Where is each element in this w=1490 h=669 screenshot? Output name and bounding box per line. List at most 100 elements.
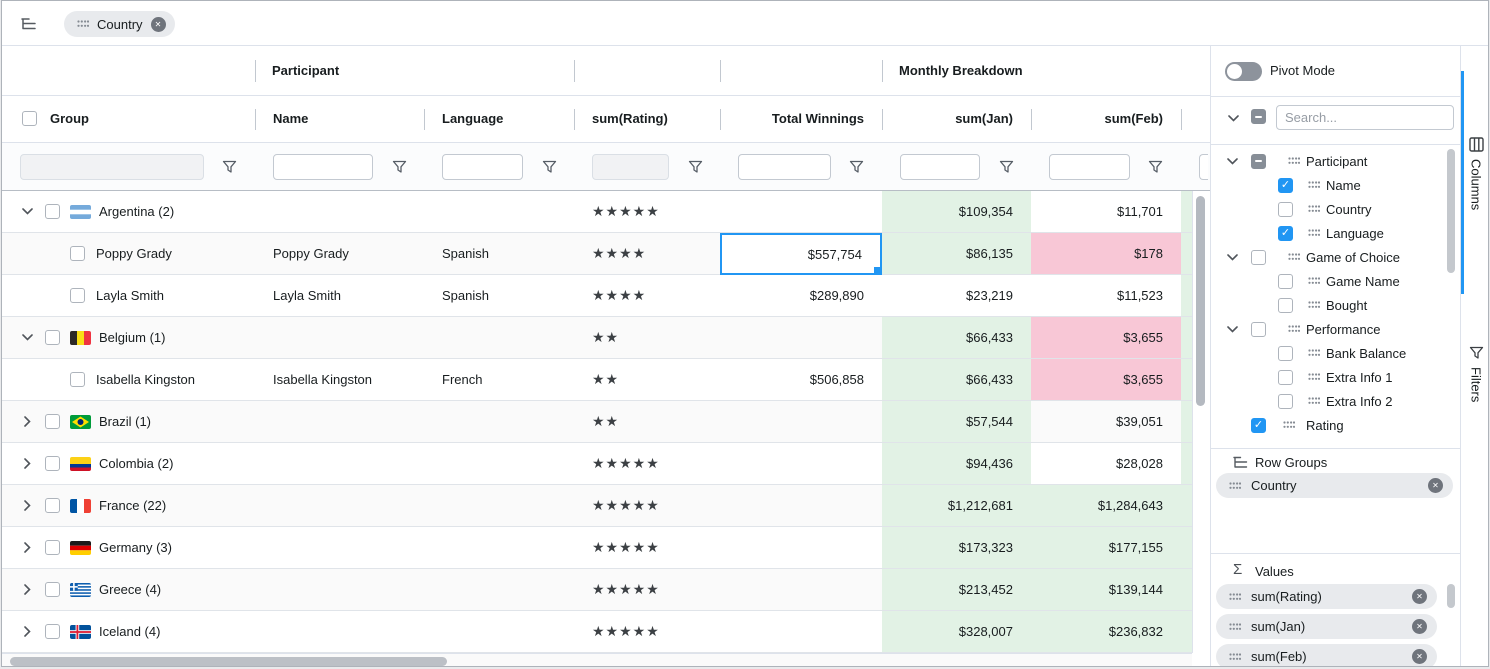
tree-scrollbar-thumb[interactable] [1447,149,1455,273]
row-checkbox[interactable] [45,498,60,513]
group-label: Layla Smith [96,288,164,303]
value-chip-sum-jan[interactable]: sum(Jan) [1216,614,1437,639]
chevron-down-icon[interactable] [1227,112,1239,124]
column-checkbox[interactable] [1278,177,1293,193]
remove-chip-icon[interactable] [1412,589,1427,604]
horizontal-scrollbar-thumb[interactable] [10,657,447,666]
chevron-down-icon[interactable] [1226,155,1238,167]
remove-chip-icon[interactable] [1412,619,1427,634]
header-total-winnings[interactable]: Total Winnings [771,111,864,126]
chevron-right-icon[interactable] [21,500,33,512]
pivot-mode-toggle[interactable] [1225,62,1262,81]
selected-cell[interactable]: $557,754 [720,233,882,275]
row-checkbox[interactable] [45,624,60,639]
filter-icon[interactable] [392,160,407,174]
tree-item-country[interactable]: Country [1211,197,1451,221]
column-checkbox[interactable] [1278,225,1293,241]
column-checkbox[interactable] [1278,369,1293,385]
tree-item-name[interactable]: Name [1211,173,1451,197]
remove-chip-icon[interactable] [150,16,166,32]
row-checkbox[interactable] [45,456,60,471]
chevron-down-icon[interactable] [21,206,33,218]
column-checkbox[interactable] [1278,393,1293,409]
column-checkbox[interactable] [1278,201,1293,217]
value-chip-sum-feb[interactable]: sum(Feb) [1216,644,1437,666]
language-filter-input[interactable] [442,154,523,180]
tree-item-game-of-choice[interactable]: Game of Choice [1211,245,1451,269]
row-checkbox[interactable] [45,204,60,219]
column-search-input[interactable] [1276,105,1454,130]
row-checkbox[interactable] [45,414,60,429]
filter-icon[interactable] [222,160,237,174]
tab-filters[interactable]: Filters [1461,298,1488,418]
filter-icon[interactable] [999,160,1014,174]
tree-item-bank-balance[interactable]: Bank Balance [1211,341,1451,365]
tree-scrollbar[interactable] [1447,149,1455,447]
values-scrollbar-thumb[interactable] [1447,584,1455,608]
column-checkbox[interactable] [1251,321,1266,337]
grip-icon [1229,592,1241,601]
chevron-right-icon[interactable] [21,626,33,638]
group-filter-input [20,154,204,180]
row-group-chip-country[interactable]: Country [1216,473,1453,498]
tab-columns[interactable]: Columns [1461,71,1488,294]
tree-item-rating[interactable]: Rating [1211,413,1451,437]
header-name[interactable]: Name [273,111,309,126]
row-checkbox[interactable] [45,540,60,555]
name-filter-input[interactable] [273,154,373,180]
column-checkbox[interactable] [1251,417,1266,433]
group-label: Germany (3) [99,540,172,555]
header-group[interactable]: Group [50,111,89,126]
tree-item-extra-info-2[interactable]: Extra Info 2 [1211,389,1451,413]
horizontal-scrollbar[interactable] [2,653,1192,666]
values-title: Values [1255,564,1294,579]
winnings-filter-input[interactable] [738,154,831,180]
column-checkbox[interactable] [1278,297,1293,313]
group-header-participant[interactable]: Participant [272,63,340,78]
row-checkbox[interactable] [45,330,60,345]
column-checkbox[interactable] [1251,249,1266,265]
select-all-columns-checkbox[interactable] [1251,109,1266,124]
filter-icon[interactable] [688,160,703,174]
filter-icon[interactable] [542,160,557,174]
row-checkbox[interactable] [45,582,60,597]
tree-item-participant[interactable]: Participant [1211,149,1451,173]
value-chip-sum-rating[interactable]: sum(Rating) [1216,584,1437,609]
vertical-scrollbar-thumb[interactable] [1196,196,1205,406]
filter-icon[interactable] [1148,160,1163,174]
filter-icon[interactable] [849,160,864,174]
column-checkbox[interactable] [1278,345,1293,361]
header-sum-rating[interactable]: sum(Rating) [592,111,668,126]
tree-item-bought[interactable]: Bought [1211,293,1451,317]
header-language[interactable]: Language [442,111,504,126]
remove-chip-icon[interactable] [1428,478,1443,493]
chevron-right-icon[interactable] [21,584,33,596]
group-header-monthly-breakdown[interactable]: Monthly Breakdown [899,63,1023,78]
feb-filter-input[interactable] [1049,154,1130,180]
column-checkbox[interactable] [1251,153,1266,169]
header-sum-feb[interactable]: sum(Feb) [1104,111,1164,126]
row-checkbox[interactable] [70,288,85,303]
row-checkbox[interactable] [70,372,85,387]
chevron-down-icon[interactable] [1226,323,1238,335]
chevron-right-icon[interactable] [21,542,33,554]
row-checkbox[interactable] [70,246,85,261]
vertical-scrollbar[interactable] [1192,191,1207,653]
tree-item-language[interactable]: Language [1211,221,1451,245]
select-all-checkbox[interactable] [22,111,37,126]
header-sum-jan[interactable]: sum(Jan) [955,111,1013,126]
tree-item-extra-info-1[interactable]: Extra Info 1 [1211,365,1451,389]
chevron-right-icon[interactable] [21,416,33,428]
column-checkbox[interactable] [1278,273,1293,289]
chevron-right-icon[interactable] [21,458,33,470]
chevron-down-icon[interactable] [21,332,33,344]
chevron-down-icon[interactable] [1226,251,1238,263]
jan-filter-input[interactable] [900,154,980,180]
row-groups-icon [1232,455,1249,471]
jan-cell: $66,433 [882,317,1031,358]
values-scrollbar[interactable] [1447,584,1455,666]
group-chip-country[interactable]: Country [64,11,175,37]
remove-chip-icon[interactable] [1412,649,1427,664]
tree-item-game-name[interactable]: Game Name [1211,269,1451,293]
tree-item-performance[interactable]: Performance [1211,317,1451,341]
